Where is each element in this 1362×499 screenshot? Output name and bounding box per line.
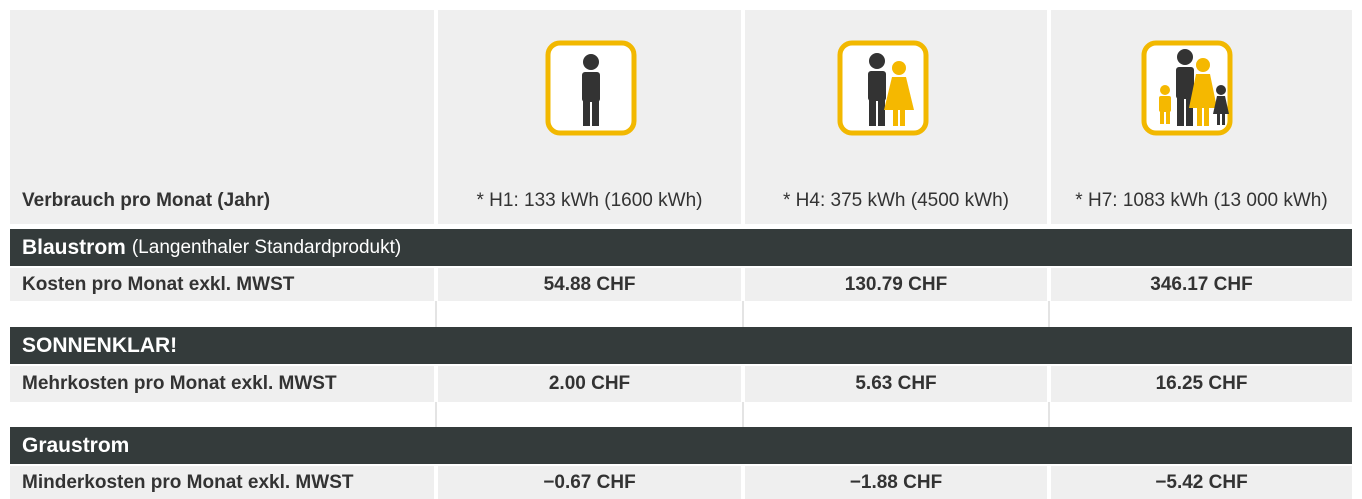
cell-text: 346.17 CHF [1150, 273, 1253, 295]
gap-divider [435, 301, 437, 327]
row-cell: 5.63 CHF [745, 366, 1047, 402]
section-title: SONNENKLAR! [22, 333, 178, 357]
row-cell: 2.00 CHF [438, 366, 741, 402]
row-cell: Minderkosten pro Monat exkl. MWST [10, 466, 434, 499]
section-subtitle: (Langenthaler Standardprodukt) [131, 236, 402, 258]
icon-single [545, 40, 637, 136]
cell-text: 130.79 CHF [844, 273, 948, 295]
cell-text: 16.25 CHF [1155, 373, 1248, 394]
icon-family [1141, 40, 1233, 136]
cell-text: 54.88 CHF [543, 273, 636, 295]
row-cell: Kosten pro Monat exkl. MWST [10, 268, 434, 301]
cell-text: 2.00 CHF [548, 373, 631, 394]
header-text: Verbrauch pro Monat (Jahr) [22, 190, 271, 211]
cell-text: Minderkosten pro Monat exkl. MWST [22, 471, 354, 493]
gap-divider [1048, 402, 1050, 427]
row-cell: 130.79 CHF [745, 268, 1047, 301]
row-cell: 16.25 CHF [1051, 366, 1352, 402]
header-cell: Verbrauch pro Monat (Jahr) [10, 10, 434, 224]
section-band: SONNENKLAR! [10, 327, 1352, 364]
cell-text: Mehrkosten pro Monat exkl. MWST [22, 373, 337, 394]
cell-text: −1.88 CHF [849, 471, 943, 493]
gap-divider [435, 402, 437, 427]
cell-text: −5.42 CHF [1155, 471, 1248, 493]
row-cell: −5.42 CHF [1051, 466, 1352, 499]
gap-divider [742, 301, 744, 327]
cell-text: −0.67 CHF [543, 471, 636, 493]
section-band: Graustrom [10, 427, 1352, 464]
header-text: * H1: 133 kWh (1600 kWh) [476, 190, 703, 211]
icon-couple [837, 40, 929, 136]
header-cell: * H4: 375 kWh (4500 kWh) [745, 10, 1047, 224]
section-title: Graustrom [22, 433, 130, 457]
row-cell: Mehrkosten pro Monat exkl. MWST [10, 366, 434, 402]
row-cell: −1.88 CHF [745, 466, 1047, 499]
section-title: Blaustrom [22, 235, 126, 259]
row-cell: 54.88 CHF [438, 268, 741, 301]
gap-divider [742, 402, 744, 427]
cell-text: Kosten pro Monat exkl. MWST [22, 273, 295, 295]
gap-divider [1048, 301, 1050, 327]
header-text: * H4: 375 kWh (4500 kWh) [783, 190, 1009, 211]
section-band: Blaustrom (Langenthaler Standardprodukt) [10, 229, 1352, 266]
header-text: * H7: 1083 kWh (13 000 kWh) [1075, 190, 1328, 211]
row-cell: −0.67 CHF [438, 466, 741, 499]
cell-text: 5.63 CHF [855, 373, 937, 394]
row-cell: 346.17 CHF [1051, 268, 1352, 301]
